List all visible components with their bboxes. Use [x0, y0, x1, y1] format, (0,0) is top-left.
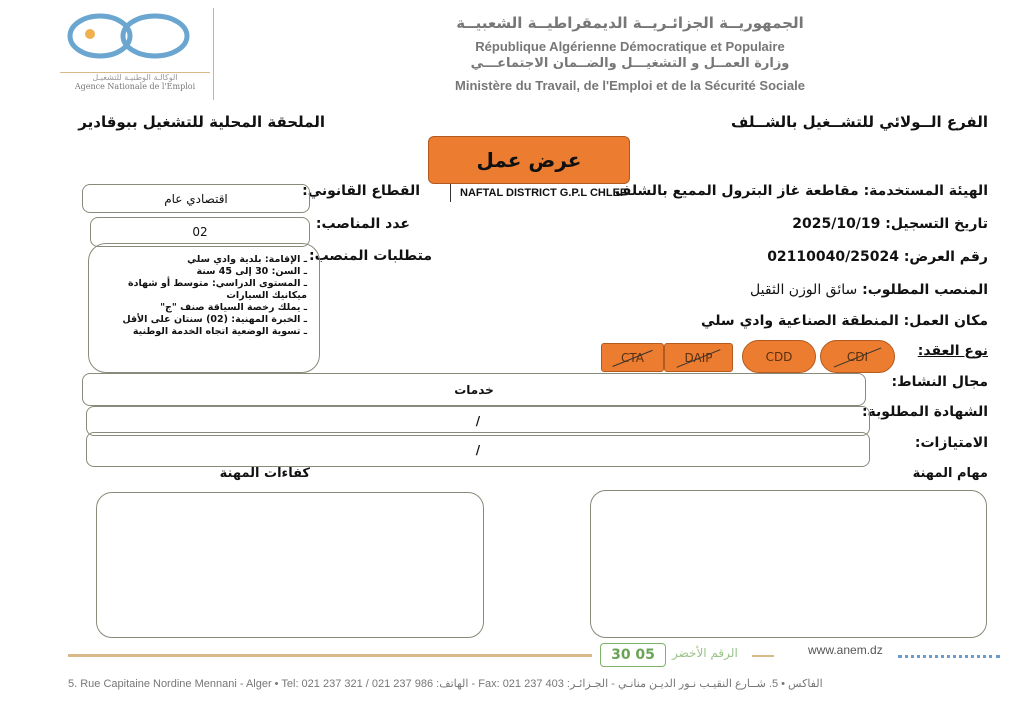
footer-address: 5. Rue Capitaine Nordine Mennani - Alger…: [68, 678, 823, 690]
logo-divider: [213, 8, 214, 100]
requirements-label: متطلبات المنصب:: [308, 248, 432, 264]
posts-label: عدد المناصب:: [315, 216, 410, 232]
requirement-item: ـ يملك رخصة السياقة صنف "ج": [160, 302, 307, 313]
footer-line-short: [752, 655, 774, 657]
page-title: عرض عمل: [476, 148, 582, 172]
benefits-box: /: [86, 432, 870, 467]
website-link[interactable]: www.anem.dz: [808, 643, 883, 657]
posts-box: 02: [90, 217, 310, 247]
offer-row: رقم العرض: 02110040/25024: [767, 249, 988, 265]
branch-right: الفرع الــولائي للتشــغيل بالشــلف: [731, 113, 988, 131]
sector-label: القطاع القانوني:: [302, 183, 420, 199]
employer-row: الهيئة المستخدمة: مقاطعة غاز البترول الم…: [615, 183, 988, 199]
logo-french: Agence Nationale de l'Emploi: [74, 82, 196, 91]
header-line3: وزارة العمــل و التشغيـــل والضــمان الا…: [470, 56, 790, 71]
title-box: عرض عمل: [428, 136, 630, 184]
branch-left: الملحقة المحلية للتشغيل ببوقادير: [78, 113, 325, 131]
logo-graphic: [67, 13, 190, 59]
tasks-label: مهام المهنة: [912, 466, 988, 481]
requirement-item: ـ المستوى الدراسي: متوسط أو شهادة ميكاني…: [127, 278, 307, 301]
requirement-item: ـ الإقامة: بلدية وادي سلي: [187, 254, 307, 265]
header-line4: Ministère du Travail, de l'Emploi et de …: [455, 78, 805, 93]
requirement-item: ـ السن: 30 إلى 45 سنة: [196, 266, 307, 277]
contract-cta: CTA: [601, 343, 664, 372]
requirement-item: ـ تسوية الوضعية اتجاه الخدمة الوطنية: [132, 326, 307, 337]
activity-label: مجال النشاط:: [891, 374, 988, 390]
header-line2: République Algérienne Démocratique et Po…: [475, 39, 785, 54]
benefits-label: الامتيازات:: [914, 435, 988, 451]
requirements-box: ـ الإقامة: بلدية وادي سلي ـ السن: 30 إلى…: [88, 243, 320, 373]
position-row: المنصب المطلوب: سائق الوزن الثقيل: [750, 282, 988, 298]
employer-latin: NAFTAL DISTRICT G.P.L CHLEF: [460, 187, 627, 199]
diploma-box: /: [86, 406, 870, 436]
diploma-label: الشهادة المطلوبة:: [861, 404, 988, 420]
contract-label: نوع العقد:: [917, 343, 988, 359]
skills-box: [96, 492, 484, 638]
contract-cdd: CDD: [742, 340, 816, 373]
workplace-row: مكان العمل: المنطقة الصناعية وادي سلي: [701, 313, 988, 329]
contract-cdi: CDI: [820, 340, 895, 373]
activity-box: خدمات: [82, 373, 866, 406]
sector-box: اقتصادي عام: [82, 184, 310, 213]
green-number-label: الرقم الأخضر: [672, 646, 738, 660]
anem-logo: الوكالـة الوطنيـة للتشغيـل Agence Nation…: [60, 8, 210, 98]
employer-divider: [450, 184, 451, 202]
footer-line: [68, 654, 592, 657]
header-line1: الجمهوريــة الجزائـريــة الديمقراطيــة ا…: [456, 14, 804, 32]
requirement-item: ـ الخبرة المهنية: (02) سنتان على الأقل: [122, 314, 307, 325]
date-row: تاريخ التسجيل: 2025/10/19: [792, 216, 988, 232]
green-number-badge: 30 05: [600, 643, 666, 667]
contract-daip: DAIP: [664, 343, 733, 372]
footer-line-blue: [898, 655, 1000, 658]
logo-arabic: الوكالـة الوطنيـة للتشغيـل: [92, 73, 178, 82]
skills-label: كفاءات المهنة: [219, 466, 310, 481]
tasks-box: [590, 490, 987, 638]
